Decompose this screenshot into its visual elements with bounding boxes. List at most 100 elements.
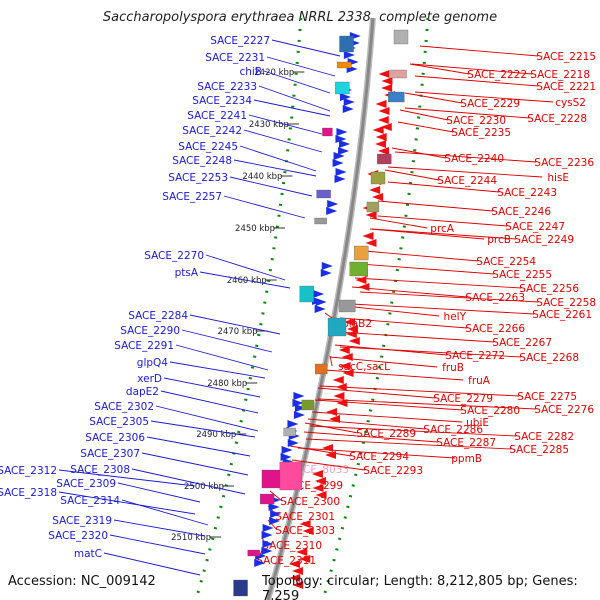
- forward-gene-arrow: [339, 93, 351, 101]
- right-gene-leader: [391, 147, 447, 159]
- right-gene-label: SACE_2267: [492, 337, 552, 349]
- left-gene-label: SACE_2242: [182, 125, 242, 137]
- forward-gene-arrow: [320, 269, 332, 277]
- feature-block: [327, 317, 347, 337]
- right-gene-label: SACE_2275: [517, 391, 577, 403]
- right-gene-leader: [369, 217, 428, 229]
- left-gene-label: SACE_2245: [178, 141, 238, 153]
- feature-block: [366, 201, 380, 213]
- left-gene-leader: [58, 469, 196, 487]
- tick-label: 2450 kbp: [235, 224, 275, 234]
- right-gene-label: SACE_2293: [363, 465, 423, 477]
- reverse-gene-arrow: [377, 116, 389, 124]
- right-gene-leader: [339, 317, 468, 329]
- right-gene-label: SACE_2301: [275, 511, 335, 523]
- right-gene-label: fruA: [468, 375, 491, 387]
- reverse-gene-arrow: [348, 337, 360, 345]
- left-gene-leader: [239, 145, 317, 172]
- right-gene-leader: [339, 346, 522, 358]
- right-gene-leader: [317, 387, 436, 399]
- genome-info-text: Topology: circular; Length: 8,212,805 bp…: [262, 574, 578, 600]
- tick-label: 2500 kbp: [184, 482, 224, 492]
- right-gene-leader: [409, 63, 470, 75]
- right-gene-leader: [369, 228, 485, 240]
- left-gene-label: SACE_2284: [128, 310, 188, 322]
- left-gene-label: SACE_2308: [70, 464, 130, 476]
- right-gene-leader: [351, 303, 535, 315]
- left-gene-label: SACE_2233: [197, 81, 257, 93]
- reverse-gene-arrow: [329, 415, 341, 423]
- right-gene-leader: [291, 459, 366, 471]
- feature-block: [261, 469, 281, 489]
- right-gene-leader: [359, 291, 539, 303]
- forward-gene-arrow: [343, 51, 355, 59]
- left-gene-label: SACE_2270: [144, 250, 204, 262]
- reverse-gene-arrow: [299, 555, 311, 563]
- right-gene-leader: [269, 490, 283, 502]
- right-gene-leader: [394, 151, 537, 163]
- left-gene-label: SACE_2305: [89, 416, 149, 428]
- feature-block: [388, 91, 405, 103]
- left-gene-leader: [175, 344, 269, 371]
- forward-gene-arrow: [338, 147, 350, 155]
- forward-gene-arrow: [321, 262, 333, 270]
- right-gene-leader: [384, 169, 440, 181]
- right-gene-label: SACE_2236: [534, 157, 594, 169]
- right-gene-leader: [414, 75, 539, 87]
- left-gene-label: SACE_2318: [0, 487, 57, 499]
- right-gene-label: SACE_2229: [460, 98, 520, 110]
- right-gene-leader: [419, 45, 539, 57]
- right-gene-leader: [337, 331, 495, 343]
- reverse-gene-arrow: [375, 100, 387, 108]
- feature-block: [349, 261, 368, 277]
- forward-gene-arrow: [343, 98, 355, 106]
- feature-block: [377, 153, 392, 165]
- reverse-gene-arrow: [315, 491, 327, 499]
- right-gene-leader: [329, 355, 333, 367]
- feature-block: [315, 363, 328, 375]
- right-gene-label: SACE_2285: [509, 444, 569, 456]
- forward-gene-arrow: [335, 168, 347, 176]
- forward-gene-arrow: [281, 446, 293, 454]
- right-gene-label: SACE_2230: [446, 115, 506, 127]
- reverse-gene-arrow: [299, 520, 311, 528]
- forward-gene-arrow: [314, 305, 326, 313]
- reverse-gene-arrow: [341, 353, 353, 361]
- reverse-gene-arrow: [365, 239, 377, 247]
- reverse-gene-arrow: [333, 392, 345, 400]
- right-gene-leader: [317, 398, 537, 410]
- feature-block: [301, 399, 314, 411]
- feature-block: [247, 549, 260, 557]
- right-gene-leader: [414, 91, 554, 103]
- right-gene-label: SACE_2244: [437, 175, 497, 187]
- right-gene-leader: [399, 109, 449, 121]
- right-gene-label: cysS2: [555, 97, 586, 109]
- left-gene-leader: [103, 552, 201, 576]
- right-gene-label: SACE_2243: [497, 187, 557, 199]
- left-gene-leader: [141, 452, 249, 476]
- tick-label: 2490 kbp: [196, 430, 236, 440]
- right-gene-leader: [411, 63, 533, 75]
- feature-block: [337, 61, 352, 69]
- tick-label: 2430 kbp: [249, 120, 289, 130]
- left-gene-leader: [223, 195, 306, 219]
- left-gene-label: dapE2: [126, 386, 159, 398]
- feature-block: [335, 81, 350, 95]
- left-gene-label: ptsA: [175, 267, 199, 279]
- tick-label: 2510 kbp: [171, 533, 211, 543]
- left-gene-label: SACE_2306: [85, 432, 145, 444]
- reverse-gene-arrow: [372, 126, 384, 134]
- right-gene-label: prcA: [430, 223, 455, 235]
- left-gene-leader: [189, 314, 281, 335]
- reverse-gene-arrow: [296, 548, 308, 556]
- right-gene-label: SACE_2258: [536, 297, 596, 309]
- right-gene-label: fruB: [442, 362, 464, 374]
- forward-gene-arrow: [269, 517, 281, 525]
- reverse-gene-arrow: [325, 451, 337, 459]
- feature-block: [233, 579, 248, 597]
- right-gene-label: SACE_2256: [519, 283, 579, 295]
- tick-label: 2440 kbp: [242, 172, 282, 182]
- reverse-gene-arrow: [355, 276, 367, 284]
- left-gene-label: SACE_2241: [187, 110, 247, 122]
- reverse-gene-arrow: [375, 140, 387, 148]
